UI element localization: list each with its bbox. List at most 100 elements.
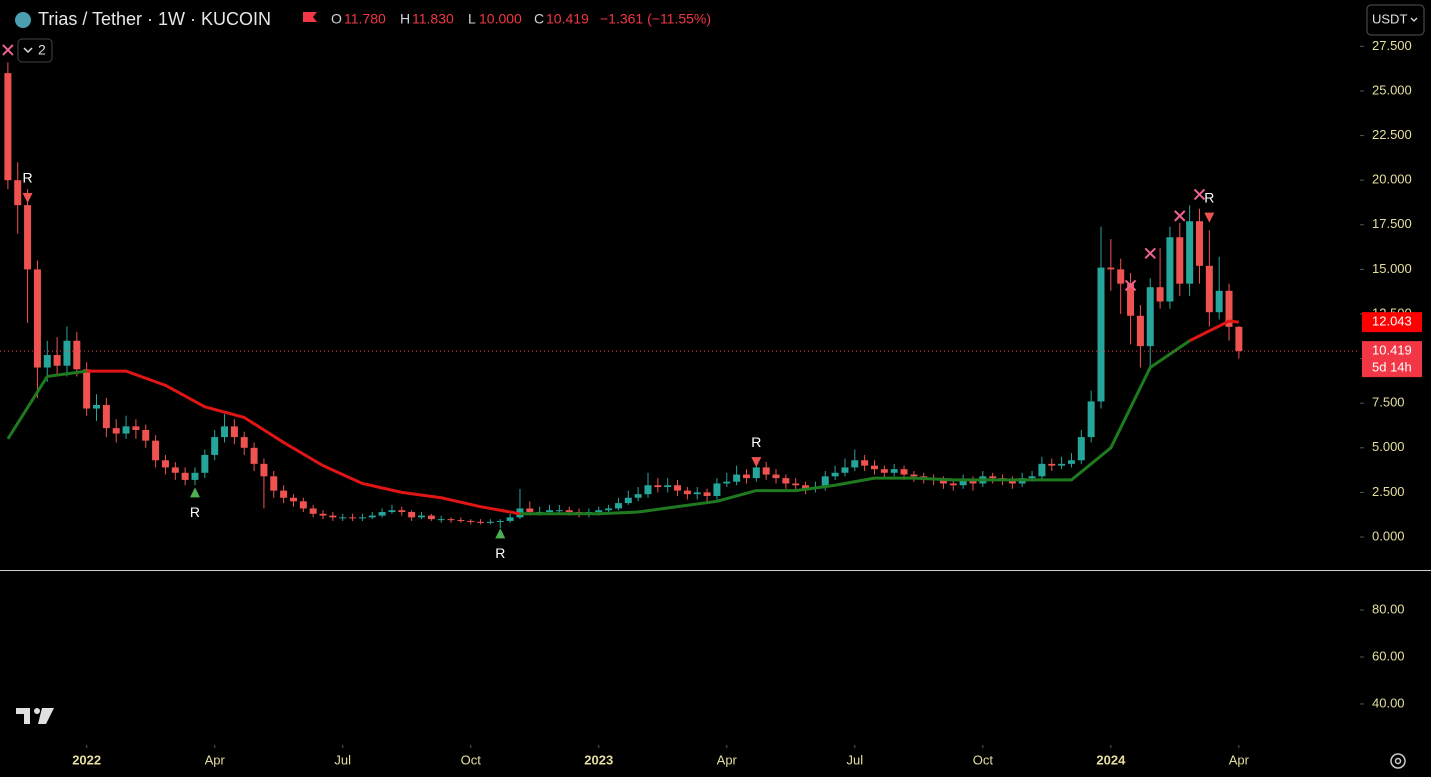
candle-body [939,479,947,484]
candle-body [368,515,376,518]
x-tick-label: Jul [334,752,351,767]
candle-body [112,428,120,434]
chevron-icon [23,47,33,54]
logo-part [38,708,54,724]
price-label-box [1362,341,1422,378]
signal-label: R [495,545,505,561]
candle-body [1048,463,1056,466]
cross-marker [1193,188,1206,201]
high-label: H [400,11,410,27]
candle-body [417,515,425,518]
candle-body [339,517,347,519]
candle-body [674,485,682,491]
candle-body [821,476,829,488]
candle-body [910,474,918,477]
candle-body [132,426,140,430]
candle-body [289,497,297,502]
candle-body [1008,479,1016,484]
cross-marker [1124,279,1137,292]
candle-body [1077,437,1085,461]
x-tick-label: 2023 [584,752,613,767]
candle-body [201,454,209,473]
candle-body [841,467,849,473]
candle-body [260,463,268,477]
candle-body [526,508,534,513]
candle-body [437,519,445,521]
y-tick-label: 25.000 [1372,82,1412,97]
currency-label: USDT [1372,11,1407,26]
candle-body [486,521,494,523]
candle-body [1156,287,1164,302]
candle-body [388,510,396,513]
logo-part [34,708,40,714]
candle-body [742,474,750,479]
candle-body [614,503,622,509]
close-label: C [534,11,544,27]
currency-button[interactable] [1366,4,1425,36]
candle-body [1087,401,1095,438]
candle-body [634,494,642,498]
candle-body [664,485,672,488]
x-tick-label: Apr [205,752,226,767]
candle-body [427,515,435,520]
signal-label: R [23,170,33,186]
candle-body [1117,269,1125,284]
settings-icon[interactable] [1390,753,1406,769]
candle-body [122,426,130,434]
candle-body [191,472,199,480]
collapse-button[interactable] [17,38,53,63]
candle-body [24,205,32,270]
candle-body [73,340,81,370]
candle-body [654,485,662,488]
signal-label: R [751,434,761,450]
candle-body [959,479,967,486]
candle-body [398,510,406,513]
open-value: 11.780 [344,11,386,27]
logo-part [16,708,30,724]
candle-body [605,508,613,511]
candle-body [181,472,189,480]
price-label-box [1362,312,1422,333]
flag-icon[interactable] [303,12,317,22]
close-value: 10.419 [546,11,589,27]
candle-body [683,490,691,495]
candle-body [53,355,61,366]
signal-triangle [1204,212,1215,223]
trend-line [519,339,1191,516]
candle-body [782,478,790,484]
candle-body [1176,237,1184,284]
candle-body [33,269,41,368]
candle-body [880,469,888,473]
candle-body [4,73,12,181]
candle-body [1127,283,1135,316]
candle-body [1225,290,1233,327]
candle-body [693,492,701,495]
x-tick-label: Apr [1229,752,1250,767]
candle-body [1136,315,1144,347]
candle-body [1215,290,1223,313]
candle-body [949,483,957,486]
candle-body [63,340,71,366]
candle-body [752,467,760,479]
y-tick-label: 0.000 [1372,528,1405,543]
candle-body [496,520,504,522]
y-tick-label: 7.500 [1372,395,1405,410]
cross-marker [2,44,14,56]
candle-body [1186,221,1194,284]
candle-body [762,467,770,475]
candle-body [1195,221,1203,266]
candle-body [270,476,278,491]
candle-body [733,474,741,482]
candle-body [477,521,485,523]
chart-title[interactable]: Trias / Tether · 1W · KUCOIN [38,9,271,29]
candle-body [250,447,258,464]
price-pane: R R R R R [0,44,1360,561]
candle-body [1146,287,1154,347]
candle-body [772,474,780,479]
cross-marker [1174,210,1186,222]
signal-label: R [1204,189,1214,205]
y-tick-label: 15.000 [1372,261,1412,276]
symbol-icon [15,12,31,28]
candle-body [349,517,357,519]
candle-body [1038,463,1046,477]
